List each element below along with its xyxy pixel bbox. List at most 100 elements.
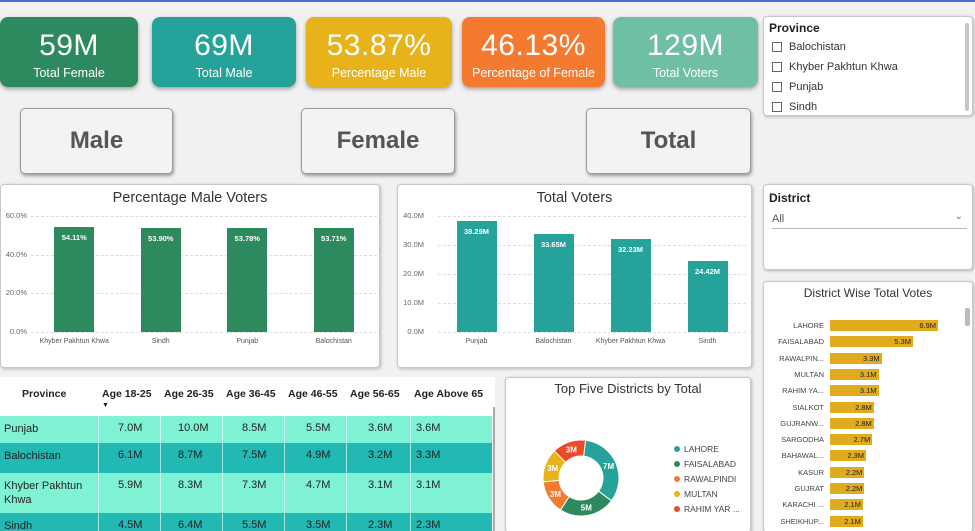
table-row[interactable]: Balochistan 6.1M 8.7M 7.5M 4.9M 3.2M 3.3M [0, 443, 492, 473]
column-header[interactable]: Age 46-55 [288, 388, 338, 400]
district-wise-total-votes-chart: District Wise Total Votes LAHORE 6.9M FAIS… [763, 281, 973, 531]
bar[interactable] [830, 450, 866, 462]
bar[interactable] [830, 401, 874, 413]
column-divider [346, 416, 347, 531]
gridline [31, 293, 377, 295]
bar[interactable] [533, 234, 574, 332]
table-cell: 5.9M [118, 479, 143, 491]
bar[interactable] [140, 227, 181, 332]
bar[interactable] [830, 483, 865, 494]
slice-value-label: 3M [566, 446, 577, 455]
y-tick-label: RAWALPIN... [779, 353, 824, 363]
x-tick-label: Balochistan [315, 338, 352, 345]
column-header[interactable]: Age 36-45 [226, 388, 276, 400]
bar[interactable] [830, 352, 882, 364]
y-tick-label: GUJRANW... [780, 418, 824, 428]
slicer-scrollbar[interactable] [965, 23, 969, 111]
column-header[interactable]: Age 26-35 [164, 388, 214, 400]
bar[interactable] [610, 238, 651, 332]
legend-item[interactable]: FAISALABAD [674, 459, 736, 469]
sort-arrow-icon[interactable]: ▼ [102, 402, 109, 409]
kpi-label: Total Voters [652, 66, 719, 80]
bar[interactable] [830, 385, 879, 397]
bar[interactable] [830, 499, 863, 511]
kpi-value: 129M [646, 29, 725, 62]
chart-title: Percentage Male Voters [112, 190, 268, 206]
bar[interactable] [830, 515, 863, 527]
district-dropdown[interactable]: All ⌄ [772, 211, 967, 229]
bar[interactable] [830, 336, 913, 348]
province-option-sindh[interactable]: Sindh [772, 101, 817, 113]
female-button[interactable]: Female [301, 108, 455, 174]
kpi-total-female-card: 59M Total Female [0, 17, 138, 87]
legend-item[interactable]: LAHORE [674, 444, 719, 454]
age-group-table: Province Age 18-25 Age 26-35 Age 36-45 Age 4… [0, 377, 495, 531]
y-tick-label: LAHORE [793, 321, 824, 330]
x-tick-label: Punjab [465, 338, 488, 345]
column-header[interactable]: Province [22, 388, 67, 400]
y-tick-label: 40.0% [5, 249, 27, 259]
district-selected-value: All [772, 213, 785, 225]
table-cell: 6.1M [118, 449, 143, 461]
bar-value-label: 32.23M [617, 244, 644, 254]
legend-marker [674, 491, 680, 497]
table-cell: 8.3M [178, 479, 203, 491]
column-header[interactable]: Age Above 65 [414, 388, 484, 400]
column-divider [284, 416, 285, 531]
bar[interactable] [830, 417, 874, 429]
table-cell: Sindh [4, 520, 33, 531]
province-option-punjab[interactable]: Punjab [772, 81, 823, 93]
checkbox[interactable] [772, 62, 782, 72]
bar[interactable] [313, 228, 354, 332]
table-row[interactable]: Punjab 7.0M 10.0M 8.5M 5.5M 3.6M 3.6M [0, 416, 492, 443]
bar-value-label: 24.42M [694, 267, 721, 277]
checkbox[interactable] [772, 82, 782, 92]
y-tick-label: 40.0M [403, 211, 424, 220]
legend-label: FAISALABAD [684, 459, 736, 469]
legend-item[interactable]: RAWALPINDI [674, 474, 736, 484]
legend-item[interactable]: RAHIM YAR ... [674, 504, 740, 514]
kpi-value: 69M [194, 29, 254, 62]
bar[interactable] [687, 261, 728, 332]
gridline [31, 216, 377, 217]
checkbox[interactable] [772, 42, 782, 52]
bar[interactable] [830, 466, 865, 478]
gridline [438, 216, 746, 217]
province-option-khyber[interactable]: Khyber Pakhtun Khwa [772, 61, 898, 73]
table-row[interactable]: Khyber Pakhtun Khwa 5.9M 8.3M 7.3M 4.7M 3.1M 3… [0, 473, 492, 513]
option-label: Sindh [789, 101, 818, 113]
chart-scrollbar[interactable] [965, 308, 970, 326]
bar[interactable] [456, 220, 497, 332]
column-header[interactable]: Age 18-25 [102, 388, 152, 400]
gridline [31, 254, 377, 256]
column-header[interactable]: Age 56-65 [350, 388, 400, 400]
bar[interactable] [830, 320, 938, 331]
table-row[interactable]: Sindh 4.5M 6.4M 5.5M 3.5M 2.3M 2.3M [0, 513, 492, 531]
total-voters-chart: Total Voters 40.0M 30.0M 20.0M 10.0M 0.0M 38.… [397, 184, 752, 368]
table-cell: 3.6M [368, 422, 393, 434]
donut-slice[interactable] [553, 439, 587, 464]
kpi-label: Percentage of Female [472, 66, 595, 80]
gridline [438, 332, 746, 333]
male-button[interactable]: Male [20, 108, 173, 174]
table-cell: 2.3M [416, 519, 441, 531]
bar[interactable] [54, 227, 95, 332]
table-scrollbar[interactable] [493, 407, 495, 531]
bar-value-label: 5.3M [894, 337, 911, 347]
bar-value-label: 3.1M [859, 386, 877, 396]
bar-value-label: 33.65M [540, 240, 567, 250]
legend-item[interactable]: MULTAN [674, 489, 718, 499]
x-tick-label: Punjab [236, 338, 259, 345]
legend-marker [674, 461, 680, 467]
legend-label: LAHORE [684, 444, 719, 454]
province-option-balochistan[interactable]: Balochistan [772, 41, 846, 53]
bar[interactable] [830, 368, 879, 380]
kpi-value: 53.87% [326, 29, 432, 62]
table-body: Province Age 18-25 Age 26-35 Age 36-45 Age 4… [0, 377, 495, 531]
bar[interactable] [830, 434, 873, 446]
table-cell: 8.5M [242, 422, 267, 434]
bar[interactable] [227, 228, 268, 332]
chart-plot-area: 40.0M 30.0M 20.0M 10.0M 0.0M 38.29M Punjab 33.6… [398, 185, 753, 369]
total-button[interactable]: Total [586, 108, 751, 174]
checkbox[interactable] [772, 102, 782, 112]
